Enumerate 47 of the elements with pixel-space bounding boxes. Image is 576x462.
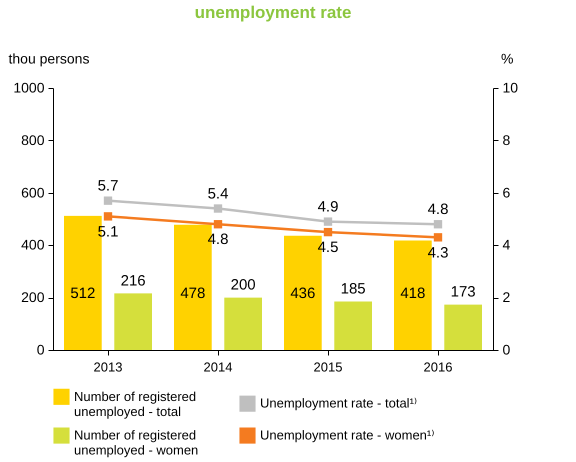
data-label: 512: [70, 285, 96, 302]
y-tick-label: 200: [21, 289, 45, 306]
y2-tick-label: 8: [502, 132, 510, 148]
y-tick-label: 400: [21, 236, 45, 253]
point: [434, 220, 442, 228]
data-label: 478: [180, 285, 206, 302]
point: [214, 204, 222, 213]
data-label: 5.7: [98, 178, 118, 195]
x-tick-label: 2014: [204, 360, 232, 374]
data-label: 418: [400, 285, 426, 302]
legend-label: Number of registered unemployed - women: [74, 428, 198, 458]
bar: [334, 302, 372, 350]
x-tick-label: 2013: [94, 360, 122, 374]
point: [434, 233, 442, 242]
y-tick-label: 0: [36, 342, 45, 358]
point: [214, 220, 222, 228]
y2-axis-title: %: [501, 50, 514, 66]
point: [104, 212, 112, 221]
data-label: 185: [340, 280, 366, 298]
data-label: 5.4: [208, 186, 228, 203]
y2-tick-label: 6: [502, 184, 510, 200]
y-tick-label: 800: [21, 132, 45, 148]
chart-title: unemployment rate: [194, 3, 352, 22]
y2-tick-label: 4: [502, 236, 510, 253]
bar: [224, 298, 262, 350]
data-label: 200: [230, 276, 256, 294]
legend-label: Number of registered unemployed - total: [74, 388, 196, 419]
data-label: 173: [450, 284, 476, 301]
point: [324, 217, 332, 226]
legend-label: Unemployment rate - total¹⁾: [260, 396, 418, 411]
point: [104, 196, 112, 205]
y2-tick-label: 10: [502, 80, 518, 96]
data-label: 436: [290, 285, 316, 302]
y-axis-title: thou persons: [8, 50, 90, 66]
y2-tick-label: 2: [502, 289, 510, 306]
data-label: 4.9: [318, 198, 338, 216]
bar: [444, 304, 482, 350]
data-label: 216: [120, 272, 146, 290]
data-label: 4.8: [428, 201, 448, 218]
y-tick-label: 1000: [13, 80, 45, 96]
legend-label: Unemployment rate - women¹⁾: [260, 428, 434, 442]
x-tick-label: 2016: [424, 360, 452, 374]
y2-tick-label: 0: [502, 342, 510, 358]
x-tick-label: 2015: [314, 360, 342, 374]
bar: [114, 293, 152, 350]
y-tick-label: 600: [21, 184, 45, 200]
point: [324, 228, 332, 236]
